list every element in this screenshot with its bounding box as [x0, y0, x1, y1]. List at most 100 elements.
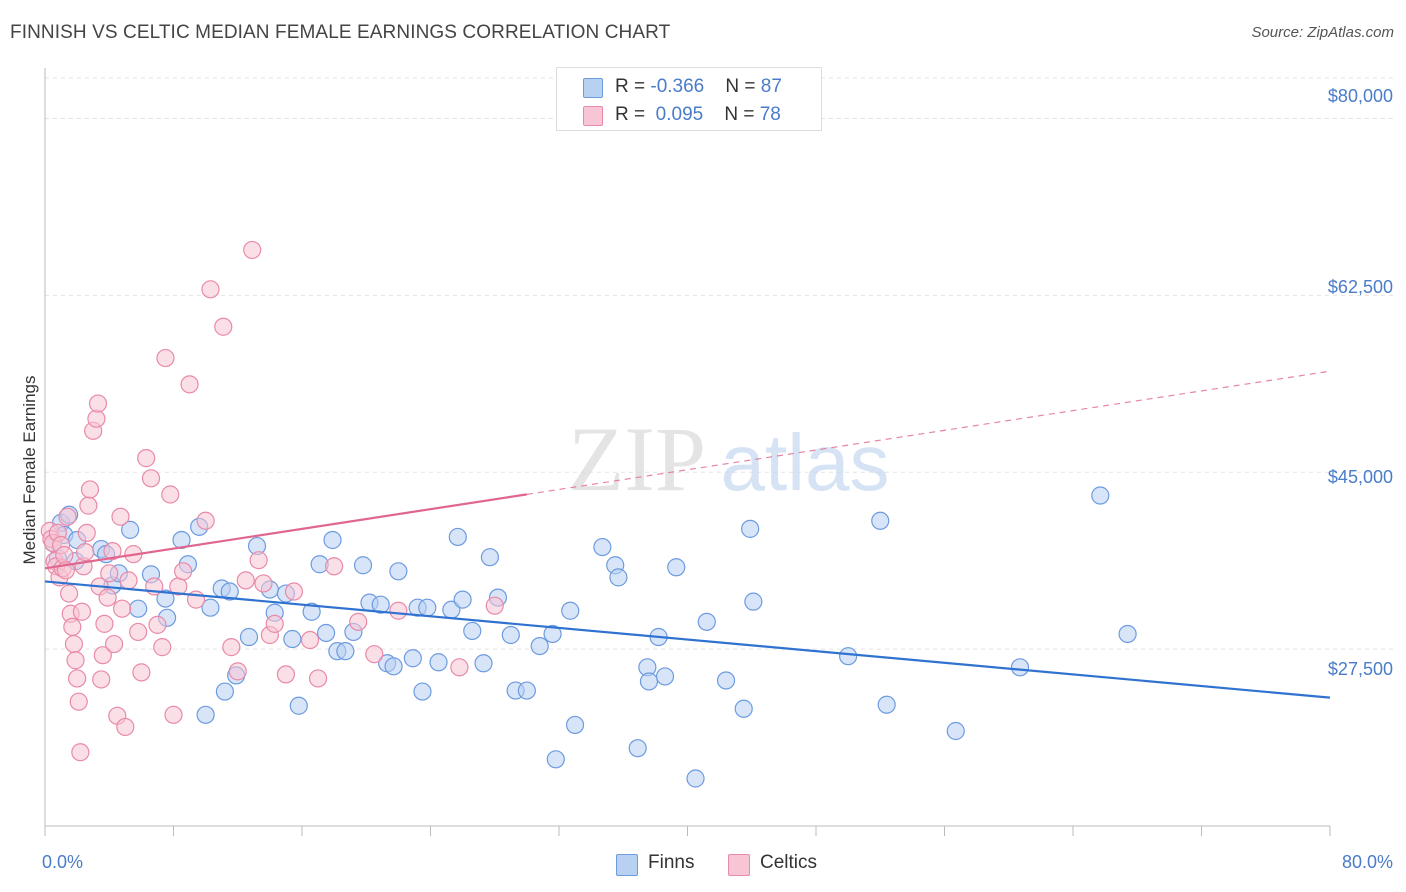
data-point-finns — [371, 595, 390, 614]
data-point-celtics — [72, 602, 92, 621]
data-point-finns — [316, 623, 336, 643]
data-point-celtics — [119, 571, 138, 590]
legend-r-value-finns: -0.366 — [650, 76, 705, 97]
data-point-finns — [667, 558, 686, 577]
data-point-celtics — [196, 511, 215, 530]
data-point-finns — [453, 590, 472, 609]
data-point-finns — [686, 769, 705, 788]
data-point-finns — [384, 657, 403, 676]
data-point-celtics — [485, 596, 504, 615]
data-point-finns — [639, 672, 659, 691]
data-point-celtics — [153, 638, 172, 657]
data-point-finns — [871, 511, 890, 530]
data-point-celtics — [58, 507, 77, 526]
data-point-finns — [323, 530, 342, 550]
data-point-finns — [628, 739, 647, 758]
data-point-finns — [403, 649, 422, 668]
data-point-finns — [655, 667, 675, 686]
data-point-finns — [1091, 486, 1110, 505]
watermark-atlas: atlas — [721, 418, 890, 507]
data-point-celtics — [148, 615, 167, 634]
data-point-finns — [1118, 624, 1137, 644]
data-point-celtics — [141, 469, 161, 488]
data-point-finns — [448, 527, 467, 547]
data-point-finns — [734, 699, 753, 718]
data-point-finns — [156, 589, 175, 608]
y-tick-label-45000: $45,000 — [1327, 467, 1393, 487]
data-point-celtics — [137, 449, 156, 468]
data-point-finns — [336, 642, 355, 661]
data-point-celtics — [222, 638, 241, 657]
legend-n-label: N = — [724, 104, 760, 125]
data-point-finns — [389, 562, 408, 581]
data-point-celtics — [112, 599, 132, 618]
trend-line-celtics — [44, 493, 528, 570]
data-point-finns — [418, 598, 437, 617]
data-point-celtics — [88, 394, 108, 413]
y-tick-label-80000: $80,000 — [1327, 86, 1393, 106]
data-point-celtics — [116, 717, 135, 737]
data-point-finns — [413, 682, 432, 701]
data-point-finns — [543, 624, 562, 644]
data-point-celtics — [254, 574, 273, 593]
data-point-finns — [530, 637, 549, 656]
series-label-finns: Finns — [648, 852, 695, 873]
data-point-finns — [741, 519, 760, 538]
data-point-celtics — [265, 614, 284, 633]
data-point-celtics — [243, 240, 262, 260]
data-point-celtics — [228, 662, 247, 681]
data-point-finns — [353, 556, 373, 575]
data-point-celtics — [161, 485, 180, 504]
data-point-celtics — [174, 562, 193, 581]
data-point-finns — [501, 625, 520, 645]
data-point-celtics — [87, 409, 106, 428]
legend-n-label: N = — [725, 76, 761, 97]
data-point-finns — [172, 530, 191, 550]
series-swatch-finns — [616, 854, 638, 876]
data-point-celtics — [69, 692, 88, 711]
data-point-celtics — [103, 541, 122, 561]
data-point-celtics — [236, 571, 255, 590]
data-point-celtics — [284, 582, 304, 601]
source-label: Source: ZipAtlas.com — [1251, 24, 1394, 41]
data-point-finns — [429, 653, 448, 672]
data-point-celtics — [132, 663, 151, 682]
data-point-celtics — [98, 588, 117, 607]
data-point-celtics — [66, 651, 85, 670]
data-point-celtics — [450, 658, 469, 677]
data-point-celtics — [68, 669, 87, 688]
data-point-celtics — [104, 634, 124, 654]
data-point-finns — [196, 705, 215, 724]
data-point-finns — [839, 647, 858, 666]
data-point-finns — [220, 582, 239, 601]
y-tick-label-62500: $62,500 — [1327, 277, 1393, 297]
data-point-finns — [215, 682, 234, 701]
legend-n-value-celtics: 78 — [759, 104, 781, 125]
data-point-celtics — [77, 523, 96, 543]
data-point-finns — [561, 601, 580, 620]
series-swatch-celtics — [728, 854, 750, 876]
x-tick-label-min: 0.0% — [42, 852, 84, 872]
legend-r-value-celtics: 0.095 — [655, 104, 704, 125]
data-point-celtics — [180, 375, 199, 394]
trend-line-extension-celtics — [526, 370, 1331, 495]
data-point-finns — [302, 602, 321, 621]
legend-r-label: R = — [615, 76, 651, 97]
legend-swatch-celtics — [583, 106, 603, 126]
data-point-finns — [565, 715, 585, 735]
data-point-finns — [877, 695, 896, 714]
data-point-celtics — [111, 507, 130, 526]
data-point-finns — [697, 612, 716, 631]
data-point-finns — [744, 592, 763, 611]
data-point-finns — [474, 654, 493, 673]
data-point-celtics — [308, 669, 328, 688]
data-point-finns — [609, 568, 628, 587]
data-point-celtics — [92, 670, 111, 689]
data-point-celtics — [249, 551, 268, 570]
x-tick-label-max: 80.0% — [1341, 852, 1393, 872]
data-point-celtics — [55, 546, 74, 565]
data-point-finns — [946, 721, 965, 741]
chart-title: FINNISH VS CELTIC MEDIAN FEMALE EARNINGS… — [10, 22, 671, 43]
legend-swatch-finns — [583, 78, 603, 98]
